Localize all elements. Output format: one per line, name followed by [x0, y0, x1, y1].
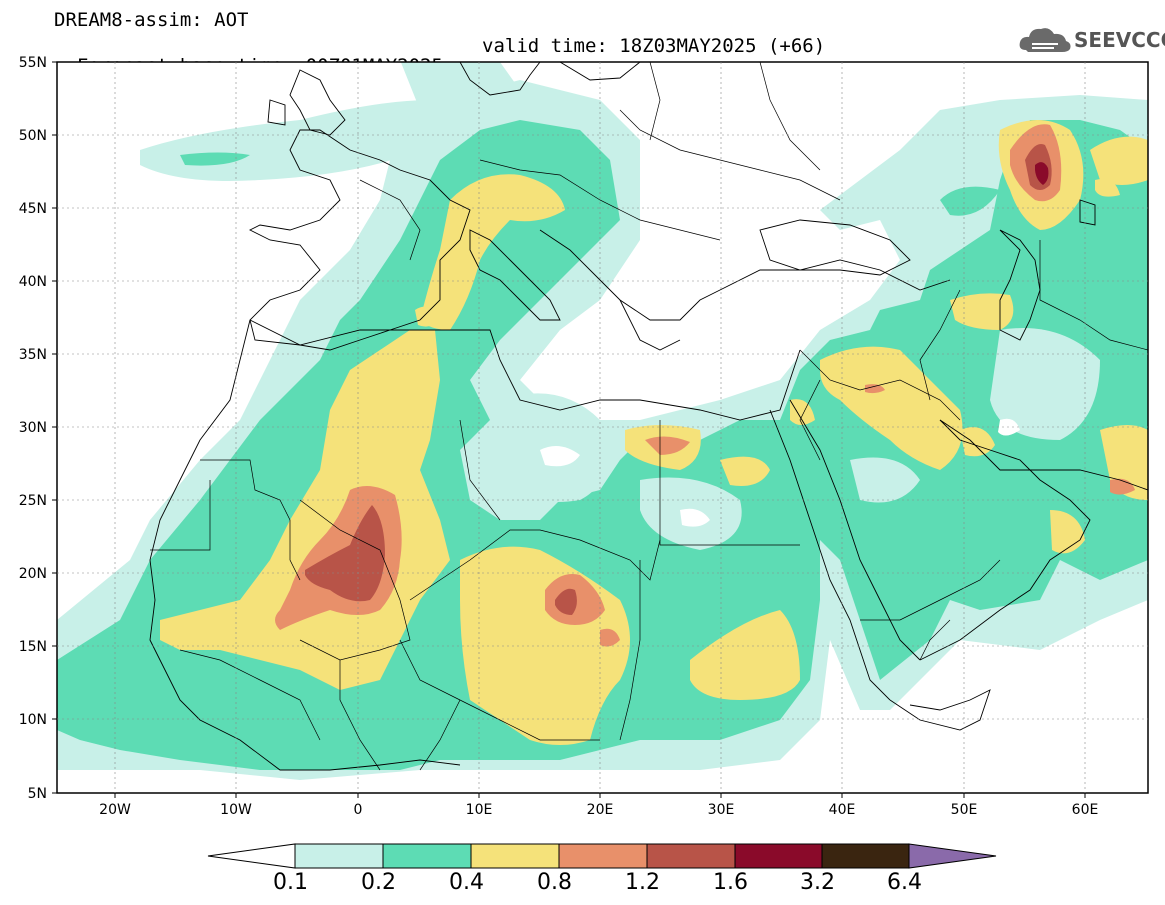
lon-label-0: 0: [354, 802, 363, 818]
colorbar-segment-1.6: [734, 843, 823, 869]
lat-label-20n: 20N: [19, 566, 47, 582]
aot-holes: [500, 328, 1100, 550]
lat-label-40n: 40N: [19, 274, 47, 290]
lat-label-50n: 50N: [19, 128, 47, 144]
colorbar-label-1.2: 1.2: [625, 870, 660, 895]
colorbar-segment-0.8: [558, 843, 648, 869]
valid-time-label: valid time: 18Z03MAY2025 (+66): [482, 35, 826, 57]
logo-text: SEEVCCC: [1074, 28, 1165, 52]
colorbar-segment-0.4: [470, 843, 560, 869]
lon-label-60e: 60E: [1072, 802, 1099, 818]
lon-label-50e: 50E: [951, 802, 978, 818]
cloud-icon: [1019, 28, 1071, 52]
colorbar-segment-1.2: [646, 843, 736, 869]
lat-label-30n: 30N: [19, 420, 47, 436]
lon-label-20e: 20E: [587, 802, 614, 818]
aot-level-1.6: [1035, 162, 1049, 185]
gridlines: [57, 62, 1148, 793]
lat-label-25n: 25N: [19, 493, 47, 509]
lat-labels: 55N 50N 45N 40N 35N 30N 25N 20N 15N 10N …: [19, 55, 47, 802]
colorbar-label-3.2: 3.2: [800, 870, 835, 895]
lat-label-45n: 45N: [19, 201, 47, 217]
aot-white-holes: [540, 418, 1020, 527]
lat-label-5n: 5N: [28, 786, 47, 802]
lon-label-10e: 10E: [466, 802, 493, 818]
colorbar-label-0.8: 0.8: [537, 870, 572, 895]
chart-title: DREAM8-assim: AOT: [54, 9, 249, 31]
colorbar-label-0.1: 0.1: [273, 870, 308, 895]
colorbar: [207, 843, 997, 869]
country-borders: [150, 62, 1148, 771]
coastlines: [149, 62, 1148, 771]
colorbar-max-arrow: [908, 843, 997, 869]
lat-label-15n: 15N: [19, 639, 47, 655]
colorbar-segment-0.1: [294, 843, 384, 869]
lat-label-35n: 35N: [19, 347, 47, 363]
tick-marks: [52, 61, 1086, 798]
seevccc-logo: SEEVCCC: [1018, 22, 1165, 58]
lon-labels: 20W 10W 0 10E 20E 30E 40E 50E 60E: [99, 802, 1098, 818]
colorbar-label-6.4: 6.4: [887, 870, 922, 895]
lon-label-20w: 20W: [99, 802, 131, 818]
lon-label-30e: 30E: [708, 802, 735, 818]
colorbar-label-0.2: 0.2: [361, 870, 396, 895]
colorbar-segment-0.2: [382, 843, 472, 869]
colorbar-label-1.6: 1.6: [713, 870, 748, 895]
aot-level-1.2: [305, 144, 1052, 615]
colorbar-segment-3.2: [821, 843, 910, 869]
colorbar-label-0.4: 0.4: [449, 870, 484, 895]
lon-label-40e: 40E: [829, 802, 856, 818]
lon-label-10w: 10W: [220, 802, 252, 818]
lat-label-55n: 55N: [19, 55, 47, 71]
lat-label-10n: 10N: [19, 712, 47, 728]
aot-field: [57, 62, 1148, 793]
colorbar-min-arrow: [207, 843, 296, 869]
